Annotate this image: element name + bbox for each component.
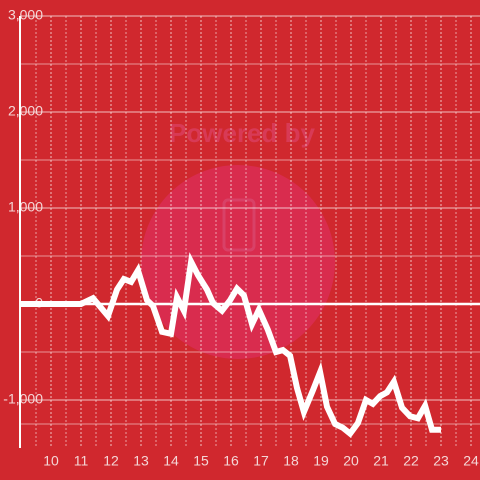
line bbox=[21, 252, 441, 438]
watermark-logo bbox=[141, 165, 335, 359]
x-tick-label: 20 bbox=[343, 453, 359, 469]
x-tick-label: 23 bbox=[433, 453, 449, 469]
x-tick-label: 18 bbox=[283, 453, 299, 469]
y-tick-label: -1,000 bbox=[3, 391, 43, 407]
x-tick-label: 12 bbox=[103, 453, 119, 469]
x-tick-label: 19 bbox=[313, 453, 329, 469]
x-tick-label: 15 bbox=[193, 453, 209, 469]
x-tick-label: 13 bbox=[133, 453, 149, 469]
x-tick-label: 11 bbox=[74, 453, 89, 469]
y-tick-label: 2,000 bbox=[8, 103, 43, 119]
plot: 10 11 12 13 14 15 16 17 18 19 20 21 22 23 24-1,00001,0… bbox=[3, 7, 480, 469]
x-tick-label: 22 bbox=[403, 453, 419, 469]
x-tick-label: 21 bbox=[373, 453, 389, 469]
x-tick-label: 14 bbox=[163, 453, 179, 469]
x-tick-label: 24 bbox=[463, 453, 479, 469]
y-tick-label: 3,000 bbox=[8, 7, 43, 23]
x-tick-label: 10 bbox=[43, 453, 59, 469]
watermark-icon bbox=[222, 198, 256, 252]
y-tick-label: 1,000 bbox=[8, 199, 43, 215]
x-tick-label: 16 bbox=[223, 453, 239, 469]
x-tick-label: 17 bbox=[253, 453, 269, 469]
watermark: Powered by bbox=[169, 118, 315, 148]
